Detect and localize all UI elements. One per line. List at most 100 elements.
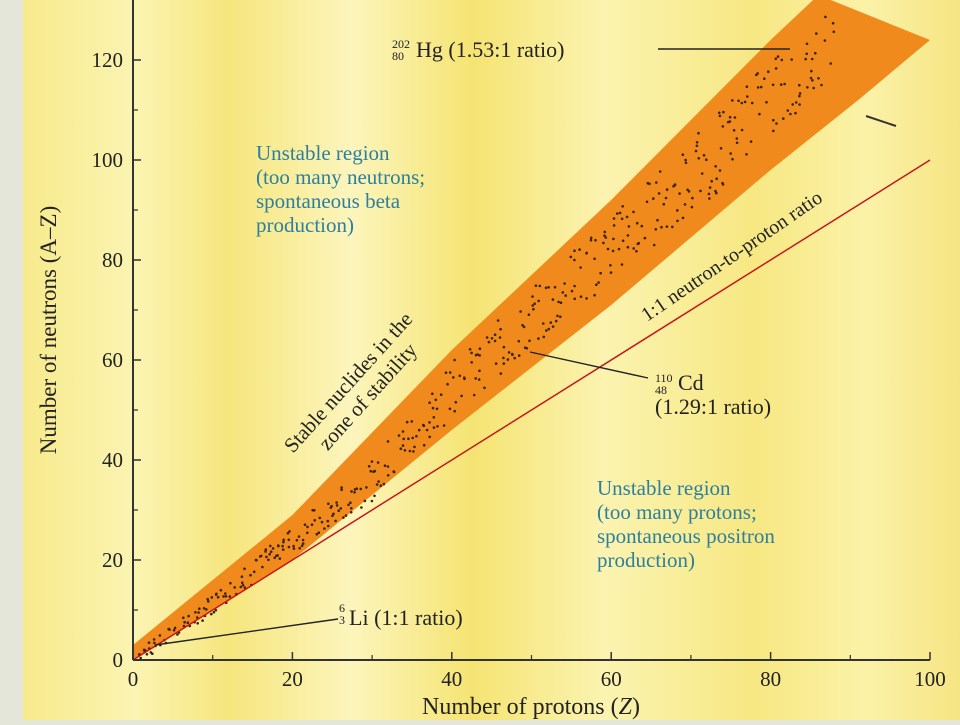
nuclide-dot [695,144,699,148]
nuclide-dot [408,449,412,453]
nuclide-dot [369,469,373,473]
nuclide-dot [428,435,432,439]
nuclide-dot [690,205,694,209]
nuclide-dot [683,203,687,206]
x-tick-label: 20 [282,667,303,691]
nuclide-dot [301,538,305,542]
nuclide-dot [363,499,367,503]
nuclide-dot [714,165,717,168]
nuclide-dot [392,470,396,474]
nuclide-dot [434,398,438,402]
nuclide-dot [507,351,511,354]
nuclide-dot [665,188,669,191]
nuclide-dot [382,482,386,486]
nuclide-dot [233,586,236,589]
nuclide-dot [789,112,792,116]
nuclide-dot [460,394,463,398]
nuclide-dot [740,128,744,132]
nuclide-dot [570,289,574,293]
nuclide-dot [612,217,616,220]
x-tick-label: 100 [914,667,946,691]
nuclide-dot [817,77,820,80]
nuclide-dot [287,538,291,542]
nuclide-dot [621,239,625,243]
nuclide-dot [798,94,801,98]
nuclide-dot [545,329,548,332]
nuclide-dot [176,633,179,636]
nuclide-dot [448,371,452,374]
nuclide-dot [718,169,722,172]
nuclide-dot [573,284,576,288]
nuclide-dot [182,624,186,628]
nuclide-dot [292,544,295,548]
nuclide-dot [335,504,339,507]
nuclide-dot [718,114,722,118]
nuclide-dot [265,555,268,559]
nuclide-dot [313,519,317,522]
nuclide-dot [732,129,736,132]
nuclide-dot [782,117,785,120]
nuclide-dot [494,362,498,365]
nuclide-dot [603,230,607,234]
nuclide-dot [478,354,482,357]
nuclide-dot [417,428,421,432]
nuclide-dot [798,103,801,106]
nuclide-dot [186,621,190,624]
nuclide-dot [662,202,666,206]
nuclide-dot [273,556,277,560]
svg-text:202: 202 [392,37,410,51]
svg-text:Hg (1.53:1 ratio): Hg (1.53:1 ratio) [416,37,564,62]
nuclide-dot [286,531,290,535]
nuclide-dot [715,191,718,195]
nuclide-dot [335,501,338,504]
nuclide-dot [428,421,431,424]
nuclide-dot [318,516,322,520]
nuclide-dot [547,327,551,331]
nuclide-dot [453,409,457,413]
nuclide-dot [791,103,794,106]
nuclide-dot [306,531,309,535]
nuclide-dot [367,465,371,468]
nuclide-dot [334,519,337,523]
nuclide-dot [820,83,823,87]
nuclide-dot [594,238,597,242]
nuclide-dot [210,612,213,616]
nuclide-dot [152,638,156,641]
nuclide-dot [412,450,415,453]
nuclide-dot [714,189,717,193]
nuclide-dot [268,552,272,556]
nuclide-dot [606,247,610,251]
nuclide-dot [453,358,456,362]
nuclide-dot [470,361,474,364]
nuclide-dot [721,183,725,186]
nuclide-dot [684,158,687,162]
nuclide-dot [676,209,679,212]
nuclide-dot [652,243,656,247]
nuclide-dot [349,510,353,514]
nuclide-dot [487,340,491,344]
nuclide-dot [483,386,486,390]
nuclide-dot [411,436,415,440]
nuclide-dot [195,616,199,619]
nuclide-dot [206,597,209,601]
nuclide-dot [814,51,817,55]
nuclide-dot [401,430,405,433]
nuclide-dot [151,652,154,655]
nuclide-dot [551,325,555,328]
nuclide-dot [691,196,694,200]
nuclide-dot [528,339,531,343]
nuclide-dot [452,376,455,379]
nuclide-dot [573,249,576,252]
nuclide-dot [436,425,439,428]
nuclide-dot [172,628,176,632]
nuclide-dot [758,112,761,116]
nuclide-dot [375,483,379,486]
nuclide-dot [681,216,685,220]
svg-text:6: 6 [339,601,345,615]
nuclide-dot [182,616,185,620]
nuclide-dot [158,634,162,637]
nuclide-dot [643,236,647,240]
nuclide-dot [301,542,305,545]
nuclide-dot [502,356,505,360]
nuclide-dot [750,101,754,105]
